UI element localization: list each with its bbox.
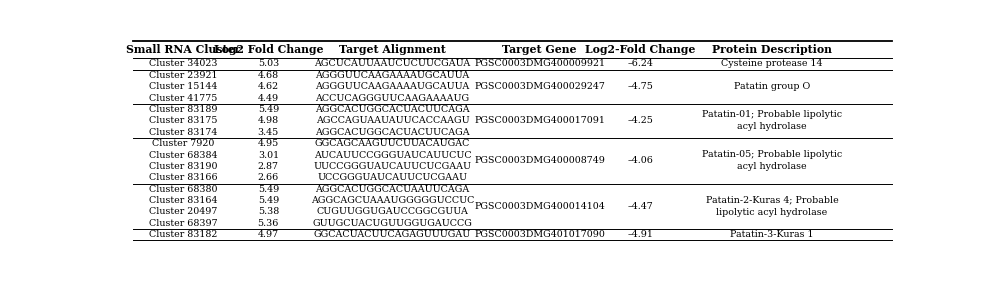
Text: AGGCAGCUAAAUGGGGGUCCUC: AGGCAGCUAAAUGGGGGUCCUC <box>311 196 474 205</box>
Text: 5.49: 5.49 <box>258 105 279 114</box>
Text: 4.95: 4.95 <box>258 139 279 148</box>
Text: Cluster 34023: Cluster 34023 <box>149 59 217 68</box>
Text: AGCUCAUUAAUCUCUUCGAUA: AGCUCAUUAAUCUCUUCGAUA <box>314 59 471 68</box>
Text: PGSC0003DMG400029247: PGSC0003DMG400029247 <box>474 82 605 91</box>
Text: Cluster 20497: Cluster 20497 <box>149 207 217 217</box>
Text: Patatin group O: Patatin group O <box>734 82 810 91</box>
Text: –6.24: –6.24 <box>627 59 653 68</box>
Text: 3.01: 3.01 <box>258 151 279 160</box>
Text: Log2-Fold Change: Log2-Fold Change <box>585 44 696 55</box>
Text: 4.97: 4.97 <box>258 230 279 239</box>
Text: Patatin-3-Kuras 1: Patatin-3-Kuras 1 <box>730 230 814 239</box>
Text: Log2 Fold Change: Log2 Fold Change <box>214 44 323 55</box>
Text: Cluster 83166: Cluster 83166 <box>149 173 217 182</box>
Text: –4.06: –4.06 <box>627 156 653 165</box>
Text: Cluster 41775: Cluster 41775 <box>149 94 217 103</box>
Text: Cluster 23921: Cluster 23921 <box>149 71 217 80</box>
Text: 4.68: 4.68 <box>258 71 279 80</box>
Text: GGCAGCAAGUUCUUACAUGAC: GGCAGCAAGUUCUUACAUGAC <box>315 139 470 148</box>
Text: Cluster 7920: Cluster 7920 <box>152 139 214 148</box>
Text: GUUGCUACUGUUGGUGAUCCG: GUUGCUACUGUUGGUGAUCCG <box>312 219 472 228</box>
Text: AGGCACUGGCACUACUUCAGA: AGGCACUGGCACUACUUCAGA <box>315 105 470 114</box>
Text: Protein Description: Protein Description <box>712 44 832 55</box>
Text: Cluster 83164: Cluster 83164 <box>149 196 217 205</box>
Text: Target Gene: Target Gene <box>502 44 577 55</box>
Text: Cluster 68397: Cluster 68397 <box>149 219 217 228</box>
Text: –4.75: –4.75 <box>627 82 653 91</box>
Text: Cluster 15144: Cluster 15144 <box>149 82 217 91</box>
Text: AGGGUUCAAGAAAAUGCAUUA: AGGGUUCAAGAAAAUGCAUUA <box>315 82 470 91</box>
Text: Patatin-2-Kuras 4; Probable
lipolytic acyl hydrolase: Patatin-2-Kuras 4; Probable lipolytic ac… <box>706 196 838 217</box>
Text: GGCACUACUUCAGAGUUUGAU: GGCACUACUUCAGAGUUUGAU <box>314 230 471 239</box>
Text: –4.25: –4.25 <box>627 116 653 125</box>
Text: Patatin-01; Probable lipolytic
acyl hydrolase: Patatin-01; Probable lipolytic acyl hydr… <box>702 110 842 131</box>
Text: Cluster 83189: Cluster 83189 <box>149 105 217 114</box>
Text: Cluster 68384: Cluster 68384 <box>149 151 217 160</box>
Text: AGGCACUGGCACUAAUUCAGA: AGGCACUGGCACUAAUUCAGA <box>315 185 470 194</box>
Text: Cluster 83174: Cluster 83174 <box>149 128 217 137</box>
Text: 2.87: 2.87 <box>258 162 279 171</box>
Text: AUCAUUCCGGGUAUCAUUCUC: AUCAUUCCGGGUAUCAUUCUC <box>314 151 471 160</box>
Text: 2.66: 2.66 <box>258 173 279 182</box>
Text: –4.91: –4.91 <box>627 230 653 239</box>
Text: ACCUCAGGGUUCAAGAAAAUG: ACCUCAGGGUUCAAGAAAAUG <box>315 94 469 103</box>
Text: PGSC0003DMG400008749: PGSC0003DMG400008749 <box>474 156 605 165</box>
Text: –4.47: –4.47 <box>628 202 653 211</box>
Text: Small RNA Cluster: Small RNA Cluster <box>126 44 240 55</box>
Text: 4.49: 4.49 <box>258 94 279 103</box>
Text: PGSC0003DMG400009921: PGSC0003DMG400009921 <box>474 59 605 68</box>
Text: 5.03: 5.03 <box>258 59 279 68</box>
Text: PGSC0003DMG400017091: PGSC0003DMG400017091 <box>474 116 605 125</box>
Text: UUCCGGGUAUCAUUCUCGAAU: UUCCGGGUAUCAUUCUCGAAU <box>313 162 471 171</box>
Text: 5.49: 5.49 <box>258 196 279 205</box>
Text: 5.38: 5.38 <box>258 207 279 217</box>
Text: AGGGUUCAAGAAAAUGCAUUA: AGGGUUCAAGAAAAUGCAUUA <box>315 71 470 80</box>
Text: Cluster 68380: Cluster 68380 <box>149 185 217 194</box>
Text: Cluster 83182: Cluster 83182 <box>149 230 217 239</box>
Text: PGSC0003DMG401017090: PGSC0003DMG401017090 <box>474 230 605 239</box>
Text: 3.45: 3.45 <box>258 128 279 137</box>
Text: CUGUUGGUGAUCCGGCGUUA: CUGUUGGUGAUCCGGCGUUA <box>316 207 468 217</box>
Text: Cluster 83175: Cluster 83175 <box>149 116 217 125</box>
Text: 5.49: 5.49 <box>258 185 279 194</box>
Text: PGSC0003DMG400014104: PGSC0003DMG400014104 <box>474 202 605 211</box>
Text: Cysteine protease 14: Cysteine protease 14 <box>721 59 823 68</box>
Text: AGCCAGUAAUAUUCACCAAGU: AGCCAGUAAUAUUCACCAAGU <box>316 116 469 125</box>
Text: Cluster 83190: Cluster 83190 <box>149 162 217 171</box>
Text: 5.36: 5.36 <box>258 219 279 228</box>
Text: UCCGGGUAUCAUUCUCGAAU: UCCGGGUAUCAUUCUCGAAU <box>317 173 467 182</box>
Text: Target Alignment: Target Alignment <box>339 44 446 55</box>
Text: 4.62: 4.62 <box>258 82 279 91</box>
Text: AGGCACUGGCACUACUUCAGA: AGGCACUGGCACUACUUCAGA <box>315 128 470 137</box>
Text: 4.98: 4.98 <box>258 116 279 125</box>
Text: Patatin-05; Probable lipolytic
acyl hydrolase: Patatin-05; Probable lipolytic acyl hydr… <box>702 150 842 171</box>
